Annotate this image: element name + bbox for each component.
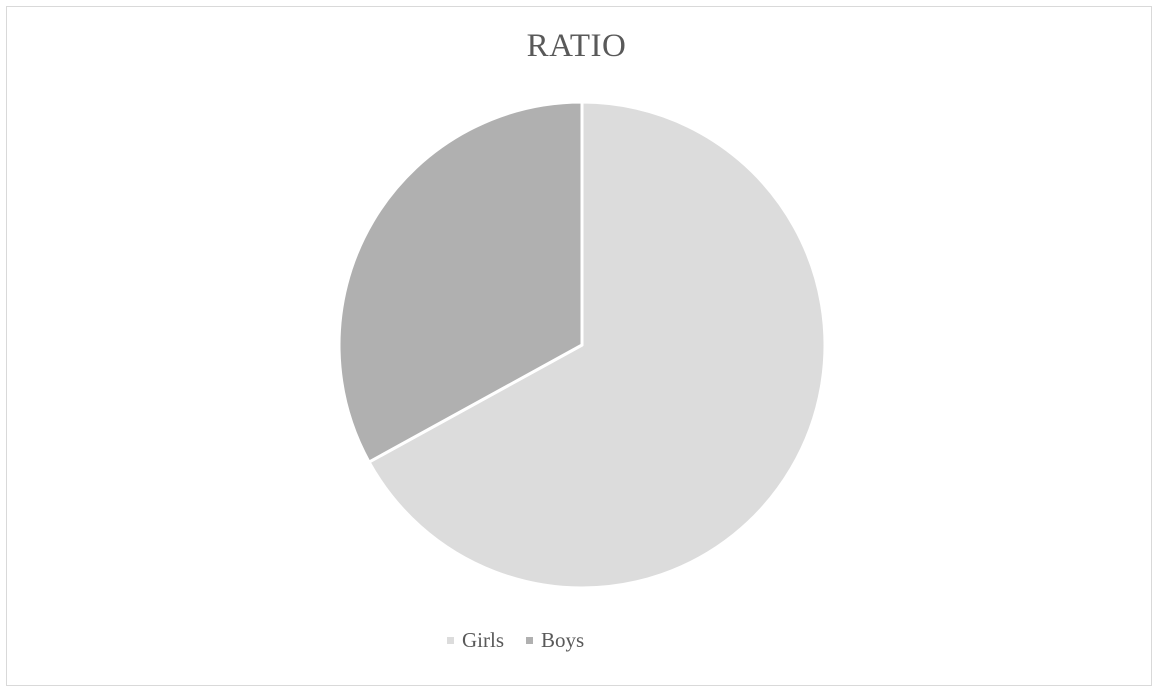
pie-slice-girls [367,100,827,590]
legend-item-boys: Boys [526,628,584,653]
chart-title: RATIO [526,28,627,64]
legend-label-boys: Boys [541,627,585,652]
legend: Girls Boys [447,626,606,654]
legend-swatch-boys [526,636,533,644]
legend-item-girls: Girls [447,628,504,653]
legend-label-girls: Girls [462,627,504,652]
legend-swatch-girls [447,636,454,644]
pie-slice-boys [337,100,584,464]
